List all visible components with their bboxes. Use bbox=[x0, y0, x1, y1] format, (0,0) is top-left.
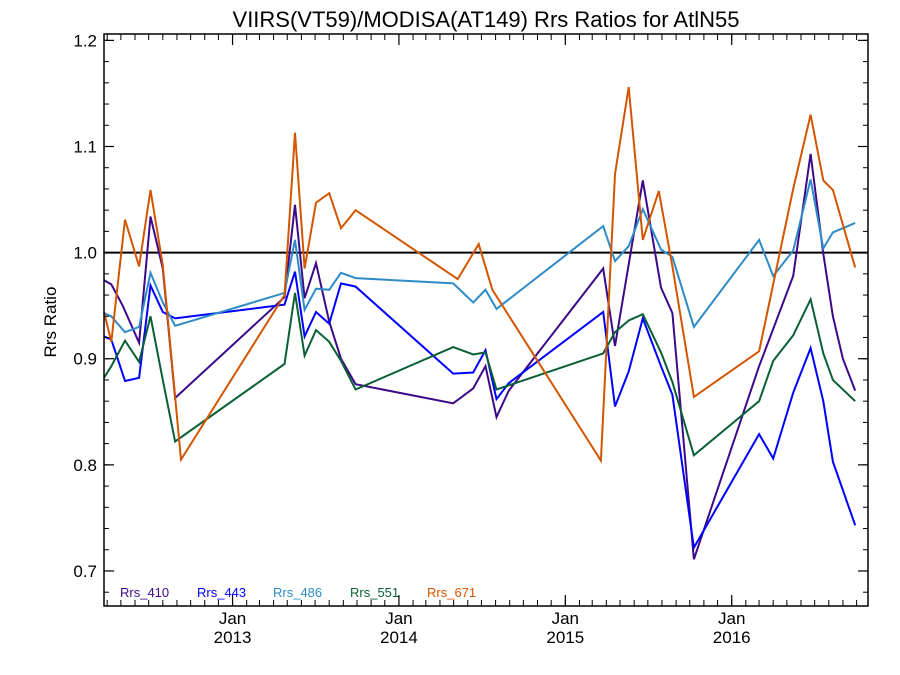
legend-label-rrs-551: Rrs_551 bbox=[350, 585, 399, 600]
x-tick-label-year: 2016 bbox=[713, 628, 751, 647]
series-line-rrs-486 bbox=[103, 179, 856, 334]
x-tick-label-year: 2014 bbox=[380, 628, 418, 647]
y-tick-label: 1.1 bbox=[73, 137, 97, 156]
legend-label-rrs-671: Rrs_671 bbox=[427, 585, 476, 600]
y-tick-label: 0.8 bbox=[73, 456, 97, 475]
series-line-rrs-671 bbox=[103, 86, 857, 464]
x-tick-label-month: Jan bbox=[552, 609, 579, 628]
x-tick-label-year: 2015 bbox=[546, 628, 584, 647]
legend-label-rrs-486: Rrs_486 bbox=[273, 585, 322, 600]
series-line-rrs-551 bbox=[103, 292, 856, 458]
plot-frame bbox=[103, 33, 869, 607]
legend: Rrs_410 Rrs_443 Rrs_486 Rrs_551 Rrs_671 bbox=[120, 585, 476, 600]
legend-label-rrs-443: Rrs_443 bbox=[197, 585, 246, 600]
plot-area bbox=[103, 86, 868, 560]
y-tick-label: 1.2 bbox=[73, 31, 97, 50]
x-tick-label-year: 2013 bbox=[214, 628, 252, 647]
chart-title: VIIRS(VT59)/MODISA(AT149) Rrs Ratios for… bbox=[233, 7, 740, 32]
axes: 0.70.80.91.01.11.2Jan2013Jan2014Jan2015J… bbox=[73, 31, 868, 647]
y-axis-label: Rrs Ratio bbox=[41, 287, 60, 358]
y-tick-label: 0.7 bbox=[73, 562, 97, 581]
x-tick-label-month: Jan bbox=[385, 609, 412, 628]
x-tick-label-month: Jan bbox=[718, 609, 745, 628]
series-line-rrs-410 bbox=[103, 153, 857, 560]
x-tick-label-month: Jan bbox=[219, 609, 246, 628]
y-tick-label: 0.9 bbox=[73, 350, 97, 369]
y-tick-label: 1.0 bbox=[73, 244, 97, 263]
legend-label-rrs-410: Rrs_410 bbox=[120, 585, 169, 600]
